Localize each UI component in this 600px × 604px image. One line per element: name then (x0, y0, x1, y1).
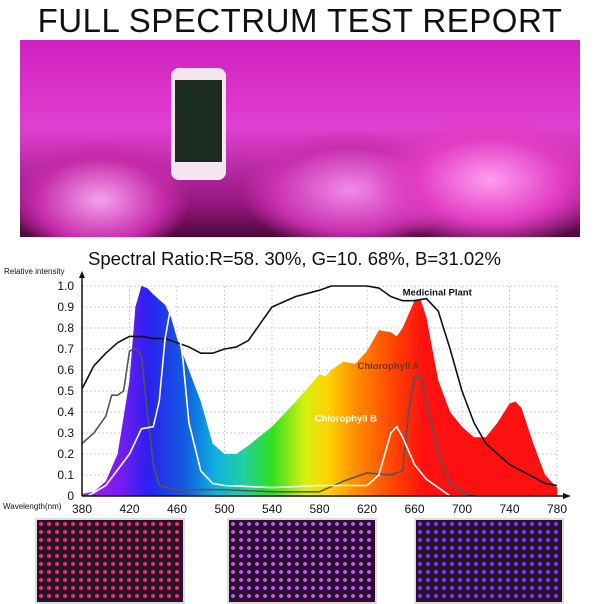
x-axis-label: Wavelength(nm) (3, 502, 62, 511)
y-tick-label: 0.1 (57, 468, 74, 482)
y-tick-label: 0.3 (57, 426, 74, 440)
led-panel-1 (35, 518, 185, 604)
grow-light-photo (20, 40, 580, 237)
x-tick-label: 580 (309, 502, 329, 516)
y-tick-label: 0.9 (57, 300, 74, 314)
page-title: FULL SPECTRUM TEST REPORT (37, 2, 563, 39)
y-axis-arrow-icon (79, 271, 85, 278)
x-tick-label: 460 (167, 502, 187, 516)
x-axis-arrow-icon (563, 493, 571, 499)
x-tick-label: 500 (214, 502, 234, 516)
y-tick-label: 0.8 (57, 321, 74, 335)
y-tick-label: 1.0 (57, 279, 74, 293)
x-tick-label: 420 (119, 502, 139, 516)
medicinal-plant-line-label: Medicinal Plant (403, 287, 473, 298)
x-tick-label: 700 (452, 502, 472, 516)
chlorophyll-b-line-label: Chlorophyll B (315, 413, 377, 424)
y-tick-label: 0.5 (57, 384, 74, 398)
x-tick-label: 620 (357, 502, 377, 516)
led-panel-2 (227, 518, 377, 604)
y-tick-label: 0 (67, 489, 74, 503)
x-tick-label: 740 (499, 502, 519, 516)
spectrum-area (82, 286, 557, 496)
medicinal-plant-line (81, 285, 558, 487)
phone-screen (175, 80, 222, 162)
y-tick-label: 0.2 (57, 447, 74, 461)
x-tick-label: 380 (72, 502, 92, 516)
x-tick-label: 660 (404, 502, 424, 516)
y-axis-label: Relative intensity (4, 267, 65, 276)
x-tick-label: 780 (547, 502, 567, 516)
x-tick-label: 540 (262, 502, 282, 516)
chlorophyll-a-line (81, 348, 475, 497)
phone-image (171, 68, 226, 180)
y-tick-label: 0.7 (57, 342, 74, 356)
spectral-ratio: Spectral Ratio:R=58. 30%, G=10. 68%, B=3… (88, 248, 501, 269)
chlorophyll-a-line-label: Chlorophyll A (358, 361, 420, 372)
led-panel-3 (414, 518, 564, 604)
chlorophyll-b-line (87, 304, 451, 497)
y-tick-label: 0.6 (57, 363, 74, 377)
y-tick-label: 0.4 (57, 405, 74, 419)
